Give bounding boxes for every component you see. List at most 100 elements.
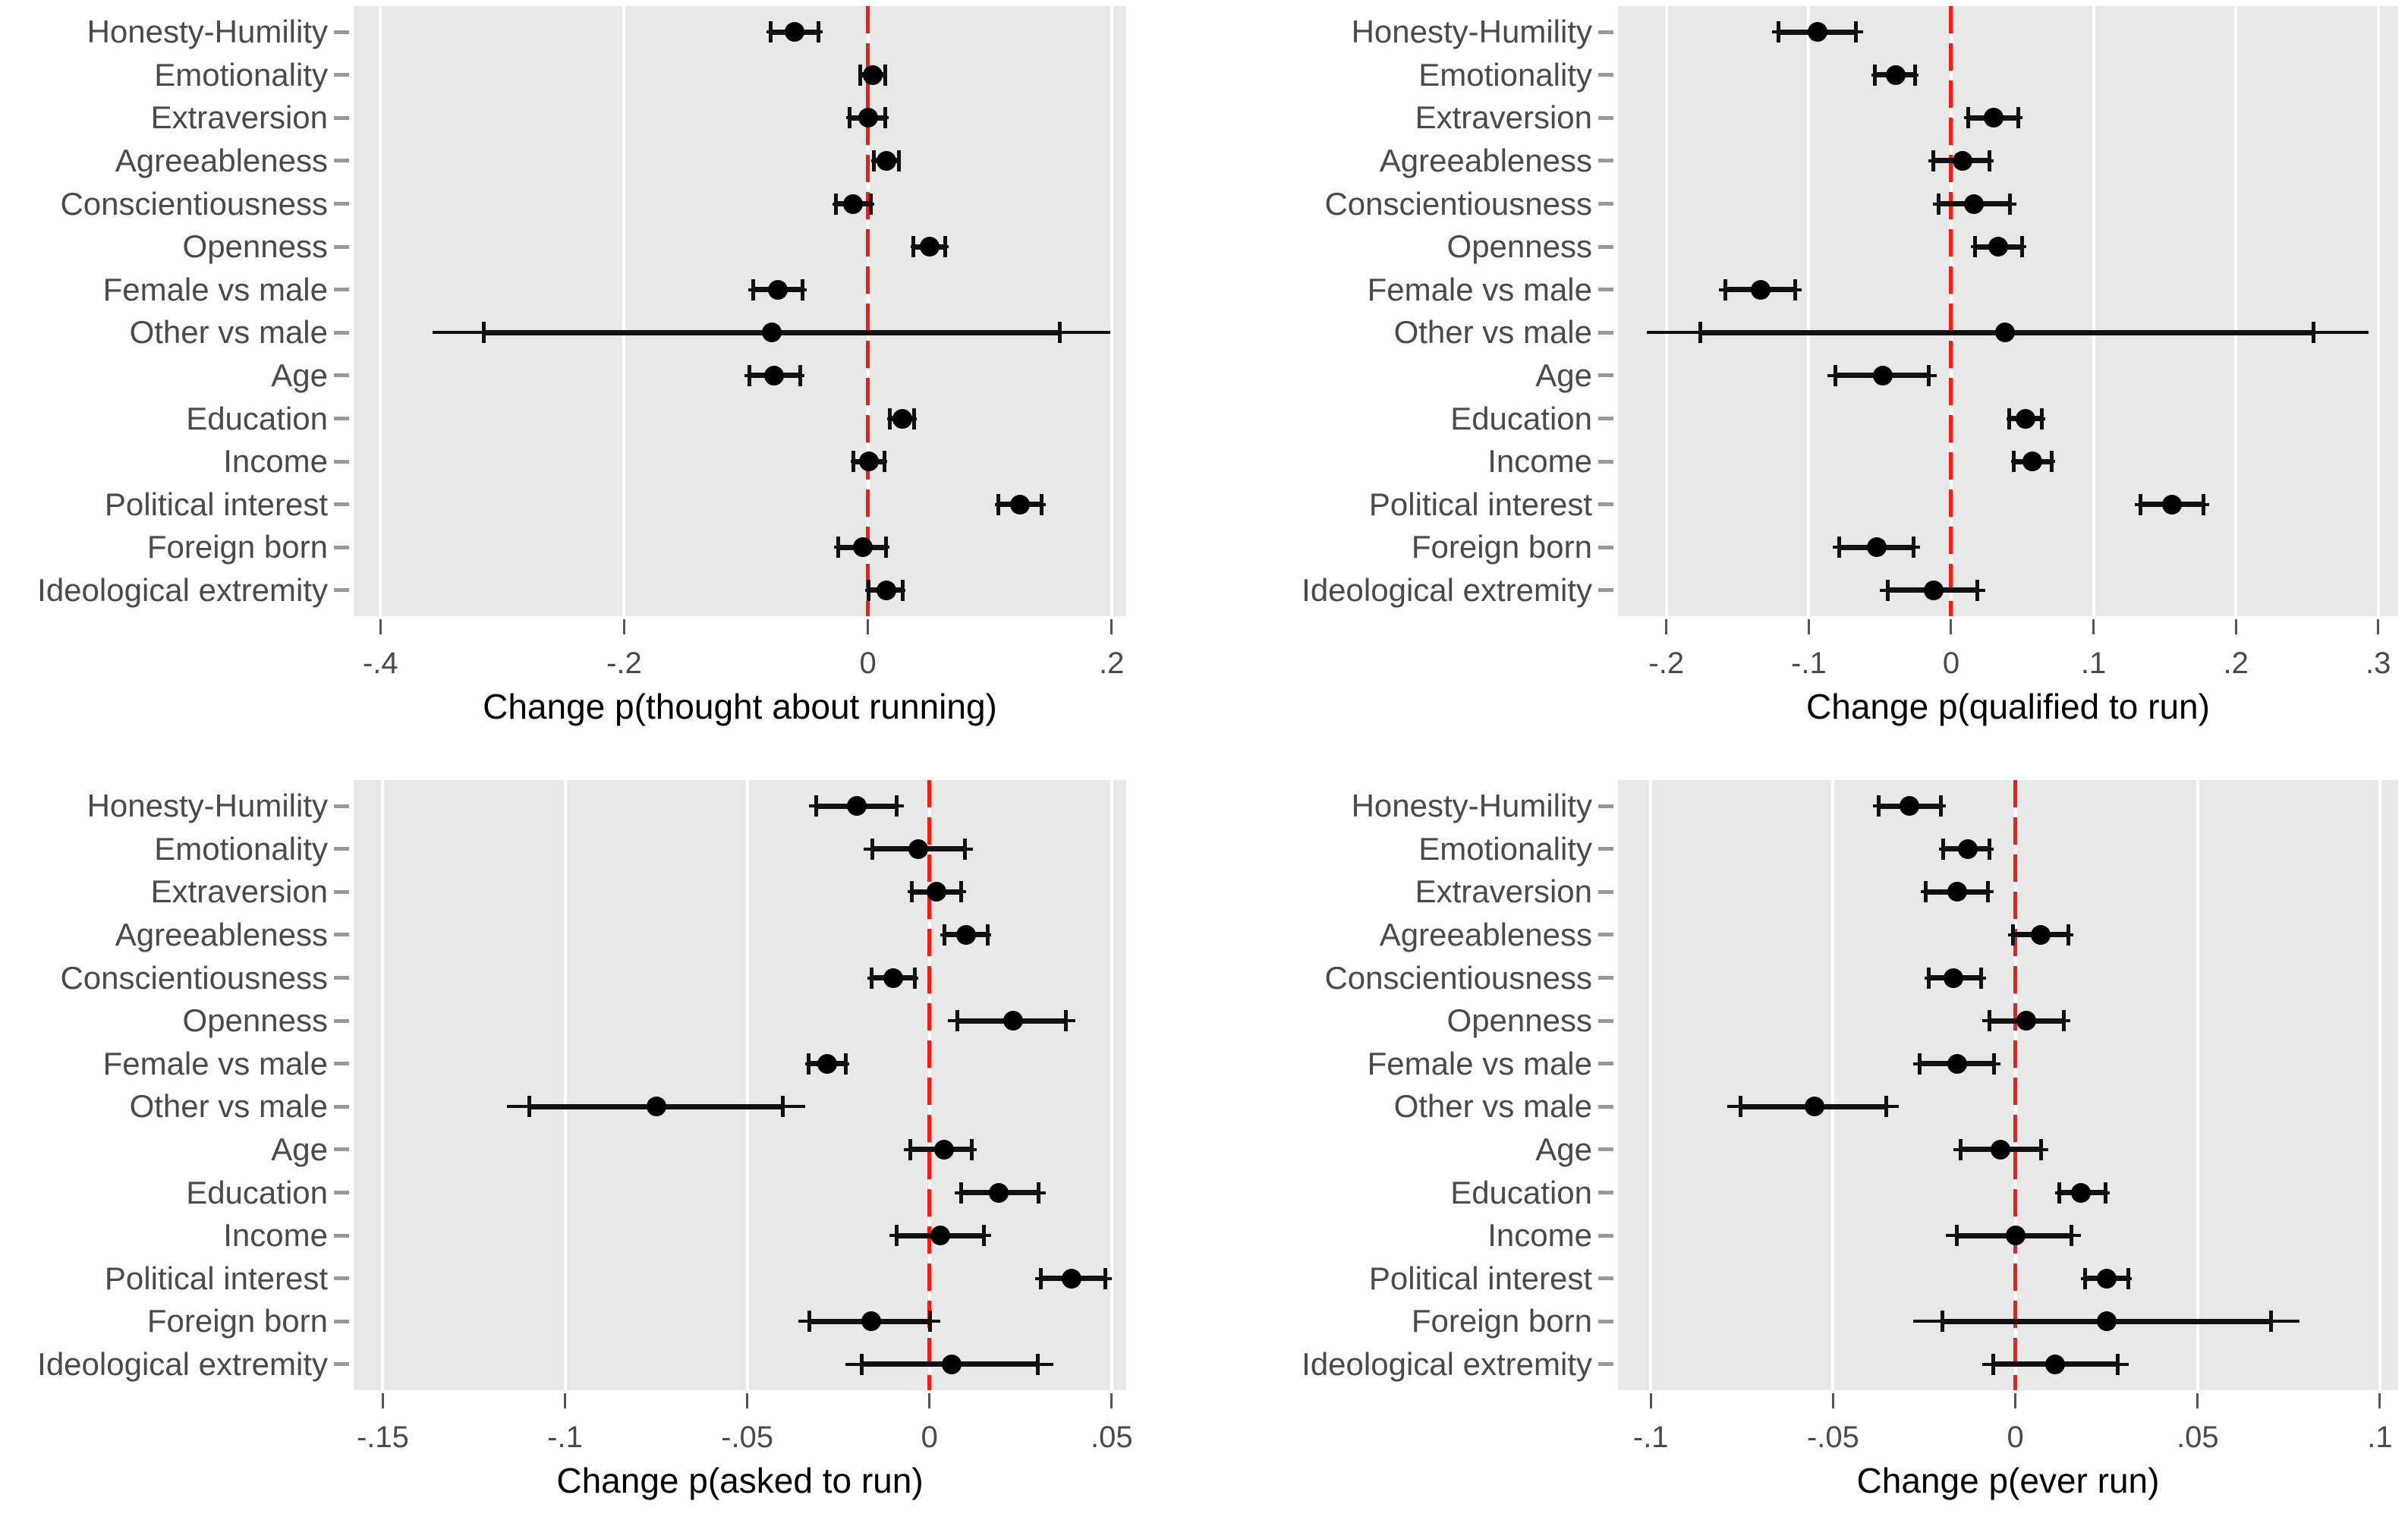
ci-cap-right [1036, 1353, 1040, 1375]
category-label: Political interest [104, 486, 328, 522]
x-axis-tick [1950, 619, 1953, 634]
ci-cap-left [871, 149, 876, 172]
y-axis-tick [334, 889, 349, 894]
category-label: Openness [182, 1002, 328, 1039]
y-axis-tick [334, 244, 349, 249]
ci-cap-right [2126, 1267, 2130, 1289]
data-point [2022, 452, 2042, 472]
category-label: Extraversion [1415, 873, 1592, 910]
y-axis-tick [334, 1276, 349, 1281]
x-axis-tick [2196, 1393, 2199, 1408]
ci-cap-right [1927, 364, 1931, 386]
data-point [2016, 1011, 2037, 1031]
ci-cap-right [896, 149, 901, 172]
ci-cap-right [1975, 579, 1980, 601]
ci-cap-right [2312, 322, 2316, 344]
data-point [1995, 323, 2016, 343]
x-axis-tick [2014, 1393, 2017, 1408]
ci-cap-left [866, 579, 870, 601]
y-axis-tick [1598, 1018, 1613, 1023]
x-tick-label: .1 [2080, 647, 2107, 680]
ci-cap-right [912, 967, 917, 989]
category-label: Emotionality [154, 830, 328, 867]
ci-cap-right [869, 193, 873, 215]
x-tick-label: .1 [2367, 1421, 2393, 1454]
ci-cap-right [2008, 193, 2013, 215]
ci-cap-left [851, 451, 856, 473]
y-axis-tick [334, 1104, 349, 1109]
category-label: Extraversion [150, 99, 328, 136]
gridline [2234, 6, 2238, 616]
data-point [1963, 194, 1984, 214]
data-point [1807, 22, 1827, 42]
data-point [846, 796, 867, 817]
ci-cap-left [859, 1353, 864, 1375]
ci-cap-right [2038, 1138, 2043, 1160]
y-axis-tick [334, 1362, 349, 1367]
data-point [1943, 968, 1963, 988]
category-label: Foreign born [146, 1303, 328, 1339]
gridline [1110, 780, 1113, 1390]
ci-cap-left [2082, 1267, 2087, 1289]
ci-cap-right [1064, 1010, 1069, 1032]
ci-cap-left [959, 1182, 964, 1204]
data-point [1991, 1139, 2011, 1160]
category-label: Conscientiousness [1324, 185, 1592, 222]
category-label: Honesty-Humility [87, 14, 328, 50]
category-label: Income [223, 443, 328, 480]
category-label: Income [223, 1217, 328, 1254]
ci-cap-right [1884, 1096, 1888, 1118]
ci-cap-right [798, 364, 802, 386]
data-point [2045, 1354, 2066, 1374]
y-axis-tick [1598, 1191, 1613, 1194]
x-axis-tick [1831, 1393, 1834, 1408]
ci-cap-right [2201, 493, 2205, 515]
data-point [920, 237, 940, 257]
category-label: Conscientiousness [60, 185, 328, 222]
y-axis-tick [334, 545, 349, 549]
category-label: Openness [182, 228, 328, 265]
ci-cap-right [970, 1138, 974, 1160]
x-tick-label: .2 [2223, 647, 2249, 680]
data-point [908, 839, 929, 859]
panel-1-axis-title: Change p(thought about running) [483, 687, 997, 726]
category-label: Foreign born [146, 529, 328, 565]
y-axis-tick [1598, 1233, 1613, 1238]
y-axis-tick [334, 73, 349, 77]
data-point [1958, 839, 1978, 859]
x-tick-label: -.2 [606, 647, 642, 680]
gridline [1110, 6, 1113, 616]
category-label: Age [1535, 1131, 1592, 1167]
ci-cap-right [2016, 107, 2020, 129]
data-point [892, 408, 912, 429]
plot-area [1618, 6, 2398, 616]
category-label: Education [186, 1174, 328, 1210]
ci-cap-left [1954, 1225, 1959, 1247]
data-point [1984, 108, 2004, 128]
ci-cap-left [1873, 64, 1878, 86]
ci-cap-right [817, 21, 821, 43]
plot-area [354, 6, 1126, 616]
y-axis-tick [334, 1147, 349, 1152]
category-label: Agreeableness [115, 916, 328, 952]
ci-cap-right [1992, 1053, 1997, 1075]
data-point [988, 1182, 1009, 1203]
x-tick-label: -.05 [721, 1421, 774, 1454]
ci-cap-left [747, 364, 751, 386]
panel-2-axis-title: Change p(qualified to run) [1806, 687, 2210, 726]
gridline [2378, 780, 2381, 1390]
gridline [563, 780, 567, 1390]
ci-cap-right [781, 1096, 785, 1118]
ci-cap-left [1931, 149, 1936, 172]
y-axis-tick [334, 933, 349, 937]
y-axis-tick [1598, 459, 1613, 464]
y-axis-tick [334, 202, 349, 206]
ci-cap-left [1723, 279, 1727, 301]
category-label: Income [1487, 443, 1592, 480]
y-axis-tick [1598, 115, 1613, 120]
ci-cap-right [883, 451, 887, 473]
y-axis-tick [334, 1233, 349, 1238]
y-axis-tick [1598, 373, 1613, 378]
x-axis-tick [1110, 619, 1113, 634]
data-point [858, 108, 878, 128]
